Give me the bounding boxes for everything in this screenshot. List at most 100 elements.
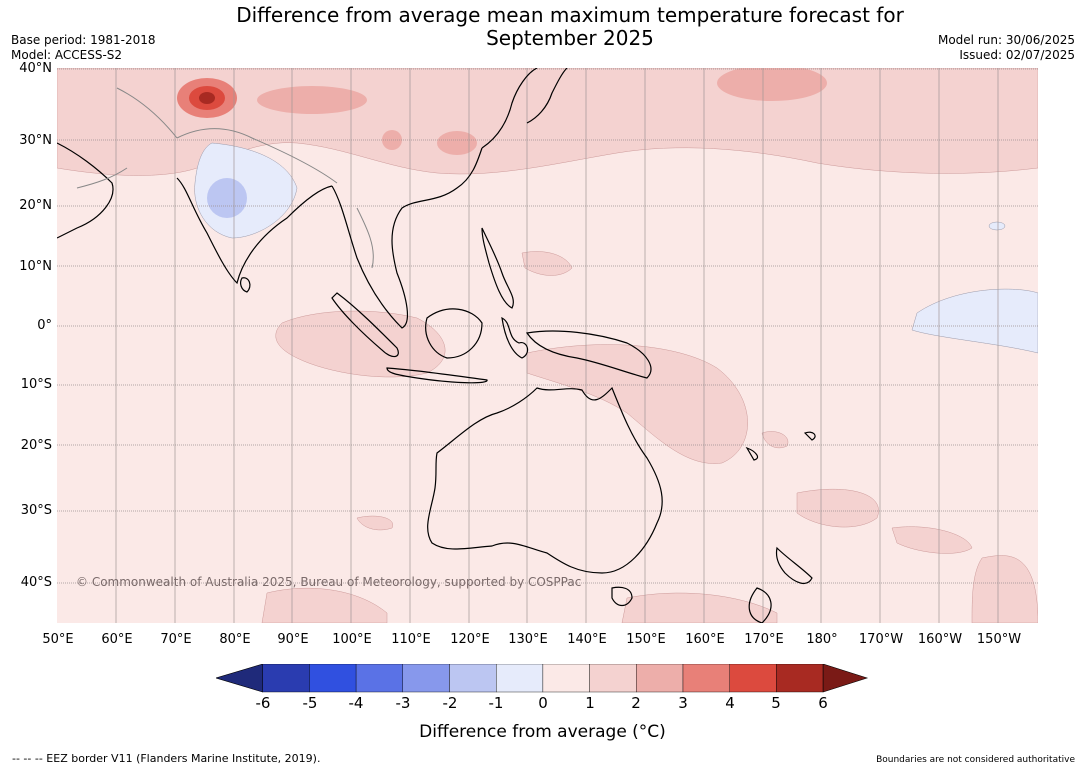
lon-label-90e: 90°E xyxy=(277,632,309,647)
coast-borneo xyxy=(425,308,483,359)
border-himalaya xyxy=(176,128,338,184)
colorbar-tick: -2 xyxy=(442,694,458,712)
coast-new-zealand xyxy=(748,546,813,623)
colorbar-tick: -4 xyxy=(348,694,364,712)
warm-patch-tibet xyxy=(257,86,367,114)
lon-label-160w: 160°W xyxy=(917,632,963,647)
coast-tasmania xyxy=(611,586,633,607)
copyright-notice: © Commonwealth of Australia 2025, Bureau… xyxy=(76,575,582,589)
lon-label-120e: 120°E xyxy=(450,632,490,647)
warm-patch-south-pacific xyxy=(891,526,973,554)
lon-label-110e: 110°E xyxy=(391,632,431,647)
warm-patch-south-australia xyxy=(621,592,778,623)
base-period: Base period: 1981-2018 xyxy=(11,33,156,47)
lon-label-140e: 140°E xyxy=(567,632,607,647)
warm-patch-north xyxy=(717,68,827,101)
eez-note: -- -- -- EEZ border V11 (Flanders Marine… xyxy=(12,752,321,765)
colorbar-swatches xyxy=(216,664,869,693)
issued-date: Issued: 02/07/2025 xyxy=(959,48,1075,62)
lat-label-30s: 30°S xyxy=(20,503,52,518)
latitude-gridlines xyxy=(57,68,1038,584)
colorbar-swatch xyxy=(262,664,310,693)
model-run: Model run: 30/06/2025 xyxy=(937,33,1075,47)
lat-label-10s: 10°S xyxy=(20,377,52,392)
colorbar-tick: 4 xyxy=(725,694,735,712)
lon-label-70e: 70°E xyxy=(160,632,192,647)
coast-arabia xyxy=(57,142,114,239)
lon-label-150w: 150°W xyxy=(976,632,1022,647)
coast-sumatra xyxy=(331,292,399,358)
warm-patch-small xyxy=(382,130,402,150)
warm-patch-southern-ocean xyxy=(261,587,388,623)
lon-label-180: 180° xyxy=(806,632,838,647)
colorbar-swatch xyxy=(682,664,730,693)
lat-label-40s: 40°S xyxy=(20,575,52,590)
anomaly-map xyxy=(57,68,1038,623)
colorbar-tick: 6 xyxy=(818,694,828,712)
border-middle-east xyxy=(76,167,128,189)
run-info: Model run: 30/06/2025 Issued: 02/07/2025 xyxy=(938,33,1075,63)
coast-java xyxy=(386,367,488,384)
boundaries-note: Boundaries are not considered authoritat… xyxy=(876,755,1075,765)
colorbar-tick: -1 xyxy=(488,694,504,712)
colorbar-tick: 3 xyxy=(678,694,688,712)
coast-pacific-islands xyxy=(745,431,816,461)
colorbar-swatch xyxy=(496,664,544,693)
lon-label-80e: 80°E xyxy=(219,632,251,647)
lat-label-20n: 20°N xyxy=(19,198,52,213)
border-west xyxy=(116,87,178,139)
lon-label-50e: 50°E xyxy=(42,632,74,647)
lat-label-30n: 30°N xyxy=(19,133,52,148)
cool-patch-india-core xyxy=(207,178,247,218)
coast-southeast-asia xyxy=(331,147,483,329)
lat-label-0: 0° xyxy=(37,318,52,333)
lat-label-20s: 20°S xyxy=(20,438,52,453)
colorbar-tick: -6 xyxy=(255,694,271,712)
lon-label-130e: 130°E xyxy=(508,632,548,647)
lon-label-170e: 170°E xyxy=(744,632,784,647)
coast-china xyxy=(481,68,538,149)
colorbar-swatch xyxy=(449,664,497,693)
lon-label-60e: 60°E xyxy=(101,632,133,647)
warm-patch-philippines xyxy=(521,251,573,276)
coast-japan xyxy=(526,68,568,124)
lon-label-100e: 100°E xyxy=(332,632,372,647)
colorbar-swatch xyxy=(589,664,637,693)
map-panel xyxy=(57,68,1038,623)
colorbar-swatch xyxy=(776,664,824,693)
colorbar-tick: 5 xyxy=(771,694,781,712)
warm-patch-china xyxy=(437,131,477,155)
coastlines xyxy=(57,68,816,623)
colorbar-swatch xyxy=(309,664,357,693)
warm-patch-small-south xyxy=(356,515,393,531)
colorbar-arrow-high xyxy=(822,664,869,693)
warm-patch-north-australia xyxy=(526,344,748,464)
coast-sri-lanka xyxy=(240,277,251,293)
coast-philippines xyxy=(481,227,514,309)
model-name: Model: ACCESS-S2 xyxy=(11,48,123,62)
colorbar-tick: 2 xyxy=(631,694,641,712)
colorbar xyxy=(216,664,869,693)
colorbar-tick: 1 xyxy=(585,694,595,712)
lon-label-150e: 150°E xyxy=(626,632,666,647)
lon-label-160e: 160°E xyxy=(685,632,725,647)
title-line-2: September 2025 xyxy=(486,26,654,50)
colorbar-swatch xyxy=(542,664,590,693)
colorbar-title: Difference from average (°C) xyxy=(419,722,666,742)
coast-sulawesi xyxy=(501,316,529,359)
warm-patch-tasman xyxy=(796,488,879,528)
map-title: Difference from average mean maximum tem… xyxy=(170,4,970,50)
colorbar-swatch xyxy=(402,664,450,693)
colorbar-arrow-low xyxy=(216,664,264,693)
coast-new-guinea xyxy=(525,330,652,379)
cool-patch-small xyxy=(988,221,1006,231)
warm-patch-far-south xyxy=(971,555,1038,623)
colorbar-tick: 0 xyxy=(538,694,548,712)
warm-patch-coral xyxy=(761,431,789,449)
colorbar-swatch xyxy=(729,664,777,693)
lat-label-10n: 10°N xyxy=(19,259,52,274)
model-info: Base period: 1981-2018 Model: ACCESS-S2 xyxy=(11,33,156,63)
colorbar-swatch xyxy=(636,664,684,693)
cool-patch-pacific xyxy=(911,288,1038,354)
title-line-1: Difference from average mean maximum tem… xyxy=(236,3,904,27)
